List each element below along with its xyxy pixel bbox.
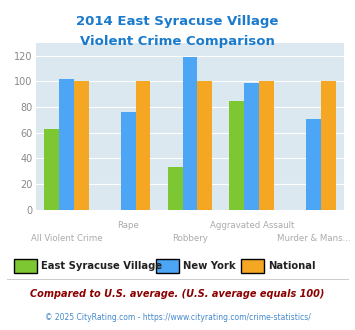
Bar [168, 167, 182, 210]
Text: Rape: Rape [117, 221, 139, 230]
Text: Violent Crime Comparison: Violent Crime Comparison [80, 35, 275, 48]
Bar [44, 129, 59, 210]
Bar [121, 112, 136, 210]
Text: East Syracuse Village: East Syracuse Village [41, 261, 162, 271]
Bar [321, 82, 336, 210]
Bar [182, 57, 197, 210]
Bar [59, 79, 74, 210]
Text: All Violent Crime: All Violent Crime [31, 234, 102, 243]
Text: 2014 East Syracuse Village: 2014 East Syracuse Village [76, 15, 279, 28]
Text: Compared to U.S. average. (U.S. average equals 100): Compared to U.S. average. (U.S. average … [30, 289, 325, 299]
Bar [197, 82, 212, 210]
Bar [136, 82, 151, 210]
Text: Aggravated Assault: Aggravated Assault [209, 221, 294, 230]
Bar [306, 118, 321, 210]
Bar [229, 101, 244, 210]
Text: National: National [268, 261, 316, 271]
Text: © 2025 CityRating.com - https://www.cityrating.com/crime-statistics/: © 2025 CityRating.com - https://www.city… [45, 313, 310, 322]
Bar [259, 82, 274, 210]
Text: New York: New York [183, 261, 235, 271]
Bar [244, 82, 259, 210]
Text: Murder & Mans...: Murder & Mans... [277, 234, 350, 243]
Bar [74, 82, 89, 210]
Text: Robbery: Robbery [172, 234, 208, 243]
